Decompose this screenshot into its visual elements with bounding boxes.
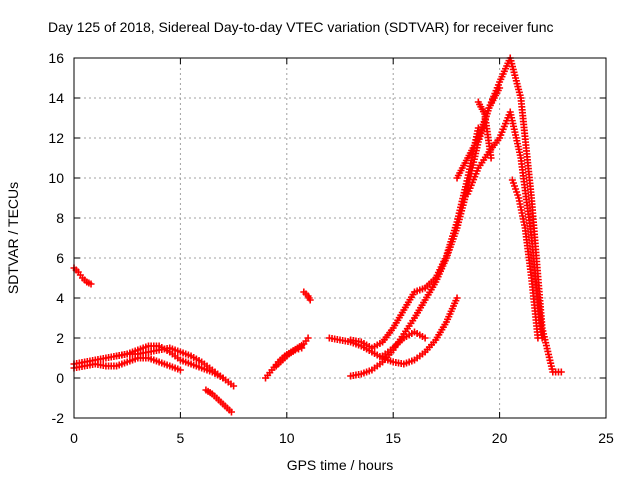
y-tick-label: 2 (56, 330, 64, 346)
data-point (219, 374, 227, 382)
x-tick-label: 25 (598, 430, 614, 446)
y-tick-label: 6 (56, 250, 64, 266)
series-arc-o (474, 98, 495, 162)
y-axis-ticks: -2 0 2 4 6 8 10 12 14 16 (48, 50, 606, 426)
data-point (557, 368, 565, 376)
data-point (487, 154, 495, 162)
y-tick-label: 0 (56, 370, 64, 386)
series-arc-n (464, 108, 546, 342)
data-point (421, 334, 429, 342)
x-axis-ticks: 0 5 10 15 20 25 (70, 58, 614, 446)
x-axis-label: GPS time / hours (287, 457, 394, 473)
y-tick-label: -2 (52, 410, 65, 426)
y-tick-label: 14 (48, 90, 64, 106)
y-tick-label: 12 (48, 130, 64, 146)
series-arc-e (202, 386, 235, 416)
series-arc-p (508, 176, 542, 342)
y-axis-label: SDTVAR / TECUs (5, 182, 21, 294)
data-point (298, 344, 306, 352)
y-tick-label: 16 (48, 50, 64, 66)
data-point (87, 280, 95, 288)
data-point (534, 334, 542, 342)
data-point (230, 382, 238, 390)
data-point (295, 345, 303, 353)
x-tick-label: 10 (279, 430, 295, 446)
y-tick-label: 4 (56, 290, 64, 306)
plot-frame (73, 57, 607, 419)
series-arc-a (70, 264, 95, 288)
x-tick-label: 15 (385, 430, 401, 446)
x-tick-label: 5 (177, 430, 185, 446)
series-arc-h (300, 288, 314, 304)
data-point (453, 294, 461, 302)
data-point (291, 346, 299, 354)
series-arc-d (113, 342, 227, 382)
data-series (70, 54, 565, 416)
data-point (304, 334, 312, 342)
series-arc-g (272, 344, 306, 370)
series-arc-l (379, 328, 429, 360)
x-tick-label: 0 (70, 430, 78, 446)
data-point (227, 408, 235, 416)
y-tick-label: 8 (56, 210, 64, 226)
data-point (176, 366, 184, 374)
y-tick-label: 10 (48, 170, 64, 186)
series-arc-m (453, 54, 565, 376)
x-tick-label: 20 (492, 430, 508, 446)
chart-title: Day 125 of 2018, Sidereal Day-to-day VTE… (48, 19, 554, 35)
data-point (306, 296, 314, 304)
